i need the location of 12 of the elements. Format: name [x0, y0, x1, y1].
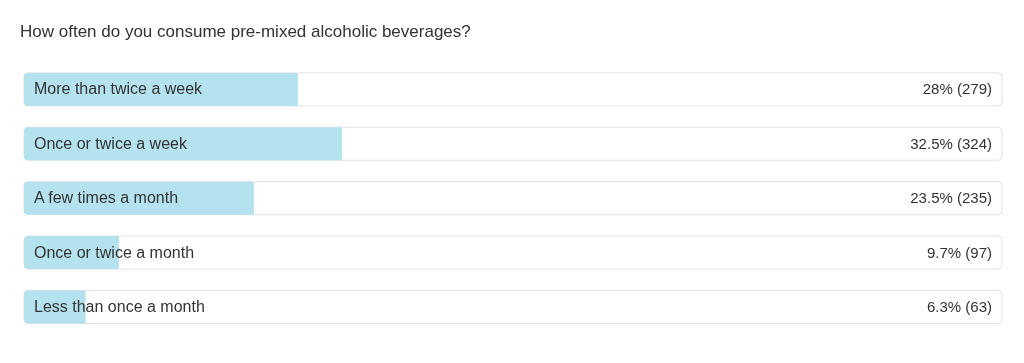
chart-title: How often do you consume pre-mixed alcoholic beverages?	[19, 21, 472, 43]
data-label: 6.3% (63)	[926, 297, 992, 315]
data-label: 28% (279)	[922, 80, 992, 98]
data-label: 9.7% (97)	[926, 243, 992, 261]
y-tick-label: A few times a month	[34, 189, 179, 207]
bar	[24, 127, 342, 161]
data-label: 32.5% (324)	[910, 134, 992, 152]
y-tick-label: Less than once a month	[34, 297, 205, 315]
y-tick-label: Once or twice a week	[34, 134, 188, 152]
data-label: 23.5% (235)	[910, 189, 992, 207]
y-tick-label: More than twice a week	[34, 80, 204, 98]
y-tick-label: Once or twice a month	[34, 243, 195, 261]
